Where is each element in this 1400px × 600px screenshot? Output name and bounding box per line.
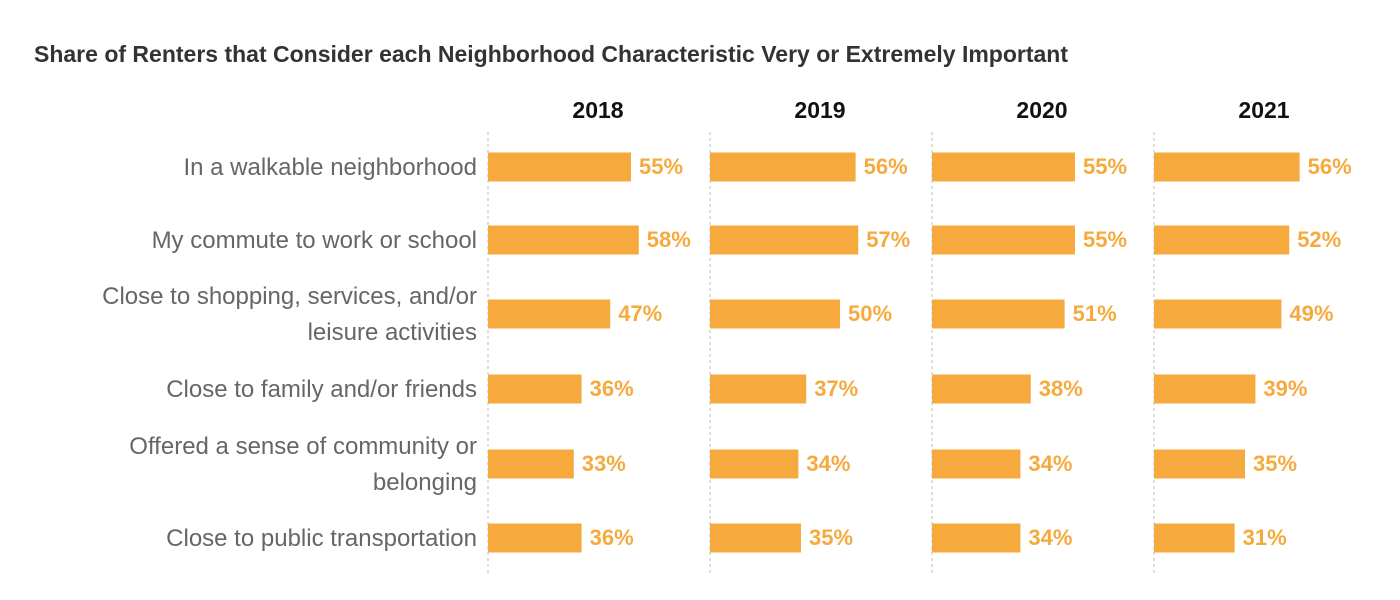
value-label: 34% — [1028, 451, 1072, 476]
bar — [488, 225, 639, 255]
value-label: 55% — [1083, 154, 1127, 179]
bar — [488, 449, 574, 479]
value-label: 37% — [814, 376, 858, 401]
bar — [710, 152, 856, 182]
value-label: 56% — [864, 154, 908, 179]
value-labels: 55% 58% 47% 36% 33% 36% 56% 57% 50% 37% 34% 35% 55% 5… — [582, 154, 1352, 550]
bar — [932, 449, 1021, 479]
category-label: Close to public transportation — [166, 525, 477, 552]
bar — [488, 523, 582, 553]
year-header: 2020 — [1016, 97, 1067, 123]
bar — [932, 523, 1021, 553]
value-label: 35% — [809, 525, 853, 550]
value-label: 50% — [848, 301, 892, 326]
year-header: 2018 — [572, 97, 623, 123]
value-label: 34% — [1028, 525, 1072, 550]
category-label: Close to family and/or friends — [166, 376, 477, 403]
value-label: 55% — [1083, 227, 1127, 252]
category-labels: In a walkable neighborhood My commute to … — [102, 154, 477, 552]
category-label: Close to shopping, services, and/or leisu… — [102, 283, 477, 346]
bar — [932, 225, 1075, 255]
bars — [488, 152, 1300, 553]
bar — [488, 299, 611, 329]
bar — [1154, 299, 1282, 329]
value-label: 51% — [1073, 301, 1117, 326]
value-label: 49% — [1289, 301, 1333, 326]
value-label: 56% — [1308, 154, 1352, 179]
value-label: 47% — [618, 301, 662, 326]
year-headers: 2018 2019 2020 2021 — [572, 97, 1289, 123]
value-label: 31% — [1243, 525, 1287, 550]
value-label: 34% — [806, 451, 850, 476]
value-label: 36% — [590, 376, 634, 401]
bar — [488, 374, 582, 404]
value-label: 57% — [866, 227, 910, 252]
bar — [1154, 374, 1256, 404]
year-header: 2021 — [1238, 97, 1289, 123]
bar — [710, 374, 807, 404]
value-label: 33% — [582, 451, 626, 476]
year-header: 2019 — [794, 97, 845, 123]
bar — [1154, 523, 1235, 553]
bar — [932, 299, 1065, 329]
bar — [710, 449, 799, 479]
bar — [1154, 449, 1245, 479]
bar — [710, 225, 859, 255]
bar — [710, 523, 801, 553]
category-label: In a walkable neighborhood — [183, 154, 477, 181]
value-label: 55% — [639, 154, 683, 179]
bar — [932, 152, 1075, 182]
value-label: 36% — [590, 525, 634, 550]
bar — [488, 152, 631, 182]
value-label: 38% — [1039, 376, 1083, 401]
bar — [1154, 152, 1300, 182]
category-label: My commute to work or school — [152, 227, 477, 254]
chart-title: Share of Renters that Consider each Neig… — [34, 41, 1068, 67]
bar — [710, 299, 840, 329]
value-label: 39% — [1263, 376, 1307, 401]
bar — [1154, 225, 1290, 255]
value-label: 35% — [1253, 451, 1297, 476]
grid-lines — [487, 132, 1155, 576]
value-label: 58% — [647, 227, 691, 252]
category-label: Offered a sense of community or belonging — [129, 433, 477, 496]
bar — [932, 374, 1031, 404]
value-label: 52% — [1297, 227, 1341, 252]
